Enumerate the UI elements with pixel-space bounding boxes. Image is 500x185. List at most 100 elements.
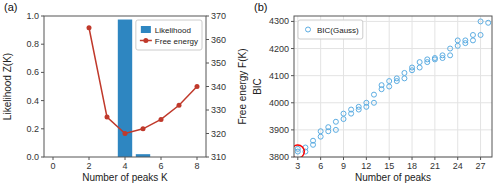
y2-tick-label: 350 [211, 58, 226, 68]
y-tick [291, 48, 294, 49]
y-tick-label: 4200 [269, 44, 289, 54]
scatter-point [341, 117, 346, 122]
x-axis-label: Number of peaks [355, 172, 431, 183]
grid-line-x [457, 16, 458, 157]
scatter-point [333, 119, 338, 124]
y-tick [41, 44, 44, 45]
x-tick-label: 9 [341, 161, 346, 171]
scatter-point [448, 53, 453, 58]
y2-tick-label: 360 [211, 35, 226, 45]
y-tick [41, 100, 44, 101]
x-tick-label: 6 [318, 161, 323, 171]
y-tick [291, 129, 294, 130]
legend-swatch [143, 38, 148, 43]
legend-swatch [141, 26, 151, 33]
x-tick [320, 157, 321, 160]
grid-line-y [294, 75, 492, 76]
scatter-point [463, 38, 468, 43]
scatter-point [379, 83, 384, 88]
scatter-point [318, 129, 323, 134]
y-tick-label: 0.8 [26, 39, 39, 49]
line-marker [141, 126, 146, 131]
x-tick [389, 157, 390, 160]
legend-box [298, 20, 363, 39]
y-tick [41, 128, 44, 129]
scatter-point [371, 92, 376, 97]
grid-line-x [434, 16, 435, 157]
y-tick-label: 3900 [269, 125, 289, 135]
scatter-point [326, 125, 331, 130]
grid-line-x [389, 16, 390, 157]
legend-label: BIC(Gauss) [317, 26, 359, 35]
y-tick-label: 4100 [269, 71, 289, 81]
x-tick [197, 157, 198, 160]
x-tick-label: 4 [122, 161, 127, 171]
grid-line-x [366, 16, 367, 157]
y2-tick-label: 310 [211, 152, 226, 162]
scatter-point [402, 76, 407, 81]
scatter-point [432, 56, 437, 61]
y2-tick-label: 340 [211, 82, 226, 92]
x-tick [480, 157, 481, 160]
x-tick [343, 157, 344, 160]
x-tick-label: 18 [407, 161, 417, 171]
x-tick-label: 6 [158, 161, 163, 171]
x-tick-label: 15 [384, 161, 394, 171]
y2-tick [206, 86, 209, 87]
plot-frame [44, 16, 206, 157]
y2-axis-label: Free energy F(K) [237, 48, 248, 124]
y2-tick [206, 63, 209, 64]
data [87, 20, 200, 157]
scatter-point [364, 100, 369, 105]
x-tick [457, 157, 458, 160]
x-tick-label: 12 [361, 161, 371, 171]
scatter-point [410, 65, 415, 70]
line-marker [87, 25, 92, 30]
line-marker [195, 84, 200, 89]
legend: BIC(Gauss) [298, 20, 363, 39]
plot-background [294, 16, 492, 157]
scatter-point [295, 146, 300, 151]
grid-line-y [294, 129, 492, 130]
x-tick [125, 157, 126, 160]
y-axis-label: BIC [252, 78, 263, 95]
y-tick [291, 157, 294, 158]
grid [294, 16, 492, 157]
legend: LikelihoodFree energy [136, 20, 202, 50]
plot-frame [294, 16, 492, 157]
scatter-point [349, 107, 354, 112]
y-axis-label: Likelihood Z(K) [2, 53, 13, 120]
legend-box [136, 20, 202, 50]
x-tick [434, 157, 435, 160]
scatter-point [333, 127, 338, 132]
y-tick [291, 102, 294, 103]
scatter-point [356, 104, 361, 109]
line-marker [123, 131, 128, 136]
y-tick [41, 72, 44, 73]
scatter-point [402, 70, 407, 75]
grid-line-y [294, 102, 492, 103]
y-tick [291, 21, 294, 22]
legend-label: Likelihood [155, 26, 191, 35]
panel-label: (a) [4, 1, 17, 13]
scatter-point [470, 32, 475, 37]
scatter-point [318, 134, 323, 139]
scatter-point [455, 38, 460, 43]
x-tick-label: 0 [50, 161, 55, 171]
line-marker [159, 117, 164, 122]
scatter-point [341, 111, 346, 116]
y-tick [41, 157, 44, 158]
panel: 024680.00.20.40.60.81.031032033034035036… [2, 1, 248, 183]
data [294, 19, 491, 157]
scatter-point [394, 76, 399, 81]
highlight-ring [294, 145, 304, 157]
y2-tick-label: 370 [211, 11, 226, 21]
y-tick-label: 4300 [269, 16, 289, 26]
legend-swatch [306, 27, 311, 32]
y-tick-label: 3800 [269, 152, 289, 162]
x-tick [161, 157, 162, 160]
y2-tick-label: 330 [211, 105, 226, 115]
y2-tick [206, 16, 209, 17]
scatter-point [478, 19, 483, 24]
x-tick-label: 2 [86, 161, 91, 171]
